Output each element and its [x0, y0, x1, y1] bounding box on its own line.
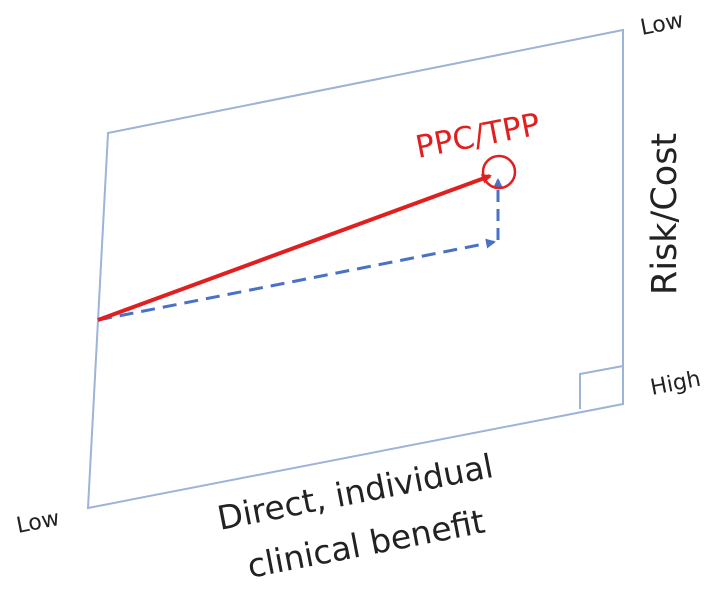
direct-path-arrow [97, 174, 492, 322]
y-axis-label: Risk/Cost [645, 133, 685, 295]
x-low-label: Low [14, 506, 61, 539]
target-label: PPC/TPP [413, 107, 543, 166]
corner-marker [579, 365, 624, 409]
dashed-path-arrow [97, 238, 496, 322]
y-high-label: High [648, 367, 702, 401]
target-circle [481, 154, 517, 190]
y-low-label: Low [638, 8, 685, 41]
diagram-frame [86, 28, 624, 510]
